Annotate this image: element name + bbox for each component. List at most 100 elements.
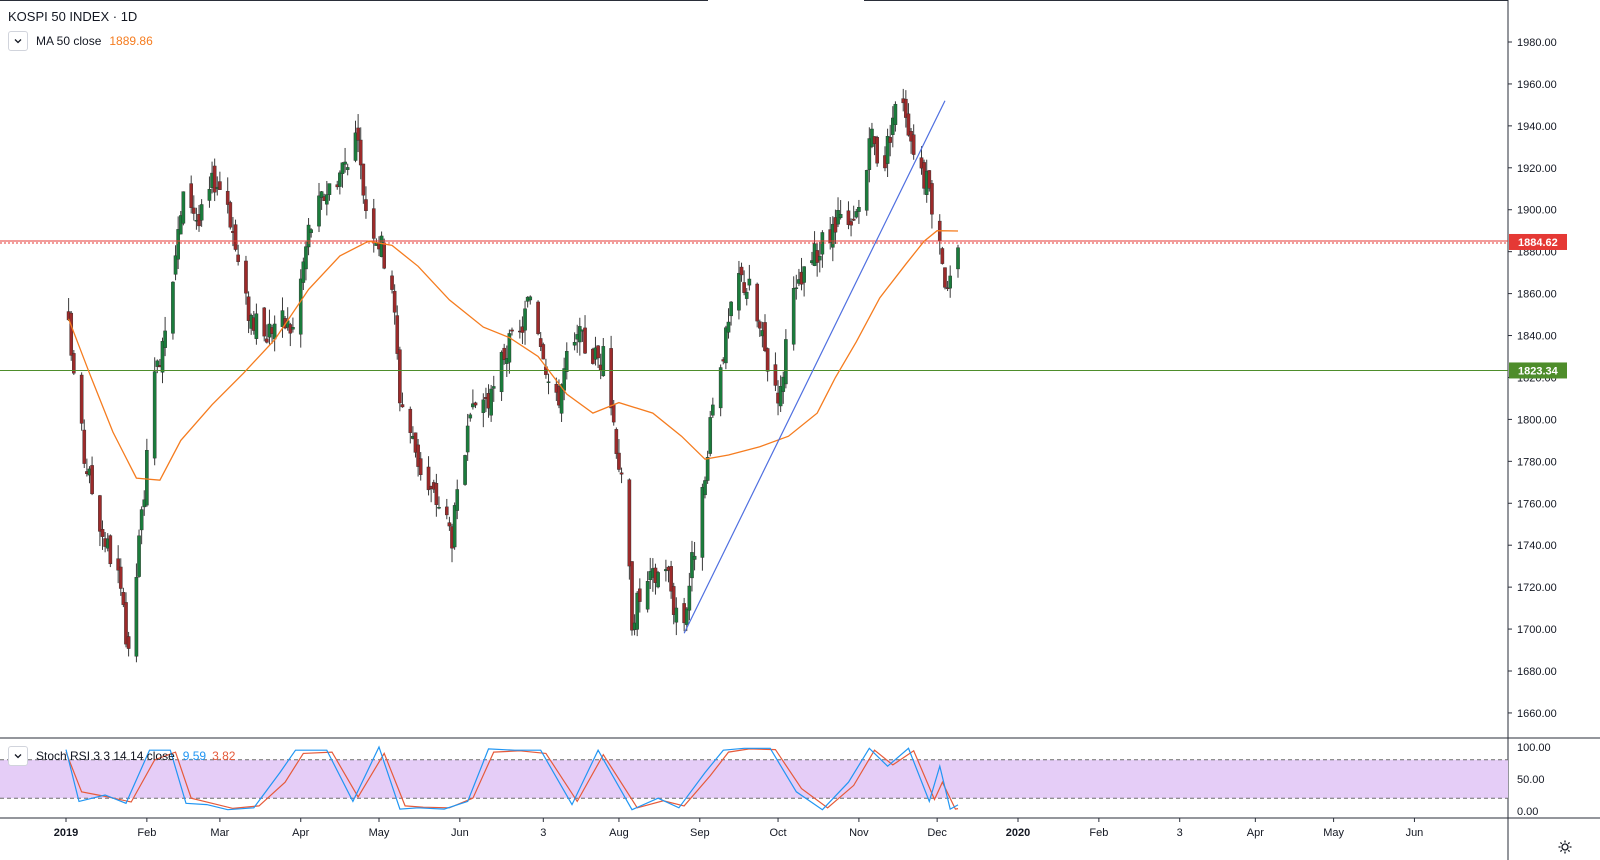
candle-body <box>319 191 324 198</box>
candle <box>507 329 512 374</box>
candle <box>82 419 87 469</box>
y-tick-label: 1700.00 <box>1517 624 1557 636</box>
gear-icon[interactable] <box>1557 839 1573 855</box>
candle <box>463 454 467 486</box>
stoch-collapse-button[interactable] <box>8 746 28 766</box>
candle <box>437 496 441 510</box>
candle-body <box>638 588 642 602</box>
stoch-tick-label: 0.00 <box>1517 806 1538 818</box>
candle <box>233 219 238 252</box>
candle <box>781 371 786 404</box>
candle <box>398 346 402 412</box>
ma-legend-value: 1889.86 <box>109 34 153 48</box>
candle-body <box>137 535 141 577</box>
candle <box>90 456 94 496</box>
y-tick-label: 1940.00 <box>1517 121 1557 133</box>
candle-body <box>304 246 308 270</box>
candle <box>468 412 473 422</box>
candle-body <box>173 255 178 275</box>
candle <box>927 170 932 192</box>
candle <box>906 103 911 137</box>
candle-body <box>601 346 606 377</box>
candle-body <box>445 506 449 516</box>
x-tick-label: 2019 <box>54 827 78 839</box>
candle <box>413 432 418 458</box>
candle-body <box>371 208 376 239</box>
candle-body <box>246 296 251 321</box>
candle <box>338 170 342 195</box>
candle <box>546 373 551 395</box>
candle <box>630 561 634 636</box>
candle-body <box>864 170 869 211</box>
stoch-legend-label: Stoch RSI 3 3 14 14 close <box>36 749 175 763</box>
candle-body <box>291 327 295 330</box>
candle-body <box>145 450 149 506</box>
y-tick-label: 1660.00 <box>1517 708 1557 720</box>
candle <box>173 245 178 281</box>
candle <box>306 218 311 256</box>
candle-body <box>583 327 587 354</box>
legend-collapse-button[interactable] <box>8 31 28 51</box>
candlestick-series <box>66 88 960 663</box>
candle <box>541 342 546 360</box>
candle-body <box>596 345 600 359</box>
stoch-k-line <box>65 745 959 811</box>
candle-body <box>489 388 493 416</box>
candle-body <box>118 566 123 589</box>
candle <box>729 300 733 326</box>
candle <box>609 335 613 416</box>
candle <box>635 591 639 637</box>
candle <box>870 122 874 149</box>
candle-body <box>152 371 157 459</box>
candle-body <box>737 272 741 311</box>
candle-body <box>833 217 838 233</box>
candle-body <box>468 414 473 419</box>
candle <box>627 478 632 580</box>
candle-body <box>773 364 778 386</box>
candle-body <box>176 229 180 260</box>
candle <box>212 158 217 202</box>
candle <box>846 201 851 230</box>
candle <box>559 383 564 422</box>
candle-body <box>272 323 277 340</box>
candle <box>364 186 368 219</box>
candle-body <box>452 505 457 548</box>
candle-body <box>353 132 358 161</box>
candle-body <box>155 360 160 367</box>
candle-body <box>79 374 84 424</box>
candle-body <box>343 161 347 165</box>
candle <box>465 413 470 461</box>
candle-body <box>306 224 311 248</box>
ma50-line <box>67 230 959 481</box>
support-price-label: 1823.34 <box>1518 365 1559 377</box>
candle <box>288 322 293 347</box>
candle <box>489 384 493 422</box>
stoch-d-value: 3.82 <box>212 749 236 763</box>
candle <box>940 246 945 265</box>
resistance-price-label-bg <box>1509 233 1567 250</box>
time-axis: 2019 Feb Mar Apr May Jun 3 Aug Sep Oct Nov Dec 2020 F… <box>54 818 1423 839</box>
candle-body <box>126 636 131 649</box>
candle <box>583 315 587 354</box>
candle-body <box>98 495 102 532</box>
candle-body <box>778 386 783 407</box>
candle <box>254 303 259 345</box>
candle <box>891 106 895 148</box>
candle-body <box>755 283 759 322</box>
candle-body <box>473 402 478 406</box>
candle <box>319 191 324 210</box>
candle <box>218 171 222 190</box>
candle-body <box>395 315 400 354</box>
candle <box>481 393 486 428</box>
candle-body <box>669 566 673 592</box>
candle-body <box>361 163 366 196</box>
candle-body <box>262 307 267 337</box>
candle <box>447 516 452 531</box>
candle-body <box>82 429 87 464</box>
x-tick-label: Apr <box>292 827 309 839</box>
candle-body <box>867 138 872 170</box>
candle-body <box>447 522 452 527</box>
candle-body <box>455 489 460 511</box>
candle <box>395 305 400 360</box>
